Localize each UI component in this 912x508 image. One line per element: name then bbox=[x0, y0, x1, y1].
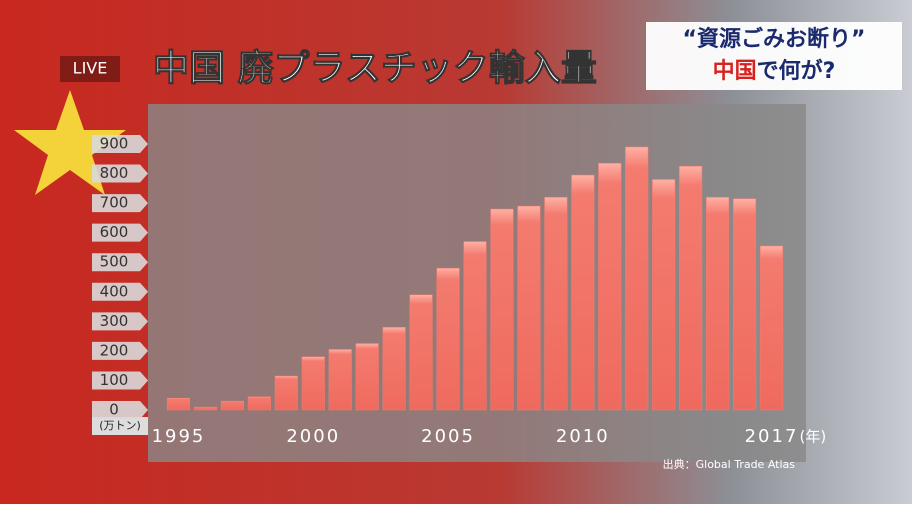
unit-box bbox=[92, 417, 148, 435]
bar bbox=[247, 396, 271, 411]
side-panel bbox=[646, 22, 902, 90]
y-tick-label: 700 bbox=[100, 194, 129, 212]
bar bbox=[759, 245, 784, 411]
x-tick-label: 1995 bbox=[152, 426, 206, 447]
y-tick-box bbox=[92, 282, 148, 301]
x-unit: (年) bbox=[800, 428, 827, 446]
bar bbox=[463, 241, 487, 411]
y-tick-box bbox=[92, 341, 148, 360]
bar bbox=[301, 356, 325, 411]
y-tick-box bbox=[92, 401, 148, 419]
y-tick-box bbox=[92, 253, 148, 272]
bar bbox=[274, 375, 298, 411]
bar bbox=[328, 349, 352, 411]
y-tick-label: 800 bbox=[100, 164, 129, 182]
x-tick-label: 2010 bbox=[556, 426, 610, 447]
side-red: 中国 bbox=[713, 59, 757, 84]
title: 中国 廃プラスチック輸入量 bbox=[153, 48, 597, 89]
y-tick-box bbox=[92, 164, 148, 183]
x-tick-label: 2017 bbox=[745, 426, 799, 447]
y-unit: (万トン) bbox=[99, 419, 141, 432]
y-tick-label: 400 bbox=[100, 282, 129, 300]
bar bbox=[732, 198, 757, 411]
bar bbox=[571, 174, 595, 411]
bar bbox=[490, 208, 514, 411]
x-tick-label: 2005 bbox=[421, 426, 475, 447]
bar bbox=[544, 196, 568, 411]
bar bbox=[166, 397, 191, 411]
y-tick-label: 0 bbox=[109, 401, 119, 419]
side-rest: で何が? bbox=[757, 58, 836, 84]
bar bbox=[436, 267, 460, 411]
y-tick-box bbox=[92, 223, 148, 242]
y-tick-label: 100 bbox=[100, 371, 129, 389]
live-label: LIVE bbox=[73, 59, 108, 78]
y-tick-box bbox=[92, 194, 148, 213]
x-tick-label: 2000 bbox=[286, 426, 340, 447]
bar bbox=[220, 400, 244, 411]
bar bbox=[409, 294, 433, 411]
bar bbox=[625, 146, 649, 411]
bar bbox=[517, 205, 541, 411]
bar bbox=[355, 343, 379, 411]
bar bbox=[652, 179, 676, 411]
bar bbox=[598, 162, 622, 411]
bar bbox=[193, 406, 218, 411]
y-tick-label: 300 bbox=[100, 312, 129, 330]
y-tick-label: 600 bbox=[100, 223, 129, 241]
bar bbox=[679, 165, 703, 411]
y-tick-box bbox=[92, 312, 148, 331]
live-badge bbox=[60, 56, 120, 82]
y-tick-box bbox=[92, 371, 148, 390]
y-tick-label: 500 bbox=[100, 253, 129, 271]
y-tick-label: 200 bbox=[100, 341, 129, 359]
side-quote: “資源ごみお断り” bbox=[683, 26, 866, 52]
side-question: 中国で何が? bbox=[713, 58, 836, 84]
source: 出典：Global Trade Atlas bbox=[663, 457, 796, 471]
flag-star bbox=[14, 90, 126, 195]
bar bbox=[706, 196, 730, 411]
y-tick-label: 900 bbox=[100, 135, 129, 153]
y-tick-box bbox=[92, 135, 148, 153]
bar bbox=[382, 326, 406, 411]
